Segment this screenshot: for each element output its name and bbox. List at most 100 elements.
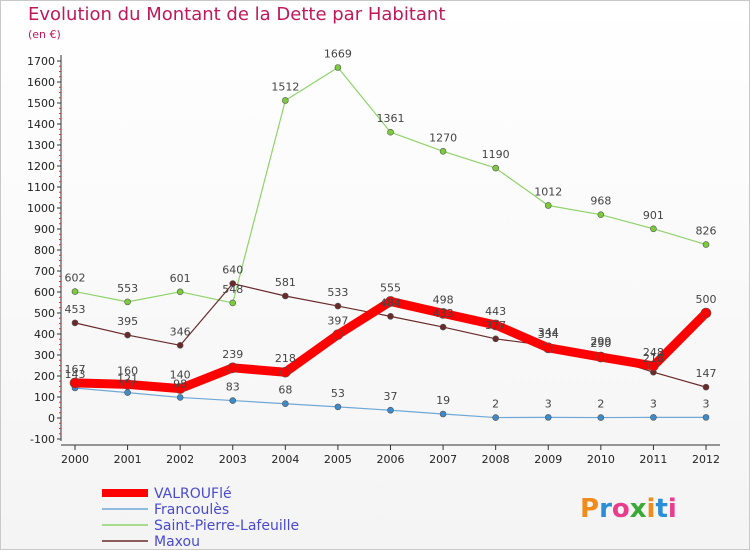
data-label: 2 bbox=[492, 398, 499, 411]
logo-letter: i bbox=[647, 494, 656, 524]
x-tick-label: 2005 bbox=[324, 453, 352, 466]
logo-letter: o bbox=[612, 494, 630, 524]
data-point bbox=[650, 414, 657, 421]
logo-letter: i bbox=[668, 494, 677, 524]
data-label: 37 bbox=[384, 390, 398, 403]
data-label: 968 bbox=[590, 195, 611, 208]
data-label: 346 bbox=[170, 325, 191, 338]
data-point bbox=[439, 148, 447, 155]
y-tick-label: 500 bbox=[34, 307, 55, 320]
data-point bbox=[176, 394, 184, 401]
data-label: 395 bbox=[117, 315, 138, 328]
y-tick-label: 300 bbox=[34, 349, 55, 362]
logo-letter: r bbox=[599, 494, 612, 524]
data-label: 290 bbox=[590, 337, 611, 350]
data-label: 2 bbox=[597, 398, 604, 411]
data-label: 218 bbox=[643, 352, 664, 365]
y-tick-label: -100 bbox=[30, 433, 55, 446]
data-point bbox=[700, 307, 712, 319]
data-label: 1012 bbox=[534, 185, 562, 198]
y-tick-label: 600 bbox=[34, 286, 55, 299]
data-point bbox=[597, 211, 605, 219]
data-point bbox=[544, 414, 552, 421]
data-point bbox=[229, 299, 237, 307]
data-point bbox=[492, 335, 499, 343]
data-point bbox=[492, 164, 499, 172]
data-labels: 602 553 601 548 1512 1669 1361 1270 1190 1012 968 9… bbox=[65, 48, 717, 411]
chart-axes: -100 0 100 200 300 400 500 600 700 800 900 1000 1100… bbox=[27, 55, 720, 466]
data-point bbox=[176, 342, 184, 349]
data-label: 826 bbox=[696, 225, 717, 238]
data-point bbox=[492, 414, 499, 421]
x-tick-label: 2004 bbox=[271, 453, 299, 466]
legend-label: VALROUFlé bbox=[154, 486, 232, 502]
data-point bbox=[334, 302, 342, 310]
data-label: 140 bbox=[170, 369, 191, 382]
data-point bbox=[334, 64, 342, 71]
data-point bbox=[387, 406, 394, 414]
y-tick-label: 800 bbox=[34, 244, 55, 257]
logo-letter: t bbox=[655, 494, 667, 524]
data-point bbox=[282, 292, 289, 300]
y-tick-label: 1700 bbox=[27, 55, 55, 68]
data-point bbox=[282, 400, 289, 408]
data-label: 397 bbox=[327, 315, 348, 328]
chart-legend: VALROUFléFrancoulèsSaint-Pierre-Lafeuill… bbox=[102, 486, 299, 550]
data-point bbox=[542, 342, 554, 354]
chart-title: Evolution du Montant de la Dette par Hab… bbox=[28, 4, 446, 25]
data-label: 53 bbox=[331, 387, 345, 400]
x-tick-label: 2011 bbox=[639, 453, 667, 466]
data-point bbox=[544, 202, 552, 209]
y-tick-label: 700 bbox=[34, 265, 55, 278]
data-label: 500 bbox=[696, 293, 717, 306]
proxiti-logo: Proxiti bbox=[580, 494, 677, 524]
data-label: 218 bbox=[275, 352, 296, 365]
chart-subtitle: (en €) bbox=[28, 28, 61, 41]
y-tick-label: 900 bbox=[34, 223, 55, 236]
data-point bbox=[71, 319, 79, 327]
data-label: 1270 bbox=[429, 131, 457, 144]
x-tick-label: 2002 bbox=[166, 453, 194, 466]
data-point bbox=[439, 323, 447, 331]
data-point bbox=[71, 288, 79, 295]
data-label: 3 bbox=[703, 397, 710, 410]
data-label: 602 bbox=[65, 272, 86, 285]
data-label: 484 bbox=[380, 296, 401, 309]
data-point bbox=[229, 397, 237, 404]
data-point bbox=[122, 379, 133, 390]
x-tick-label: 2008 bbox=[482, 453, 510, 466]
data-point bbox=[595, 351, 607, 363]
x-tick-label: 2003 bbox=[219, 453, 247, 466]
chart-series bbox=[69, 64, 712, 421]
data-point bbox=[437, 308, 449, 319]
y-tick-label: 0 bbox=[48, 412, 55, 425]
data-point bbox=[702, 414, 710, 421]
data-point bbox=[702, 241, 710, 248]
y-tick-label: 100 bbox=[34, 391, 55, 404]
y-tick-label: 1400 bbox=[27, 118, 55, 131]
y-tick-label: 1100 bbox=[27, 181, 55, 194]
data-point bbox=[176, 288, 184, 296]
data-label: 453 bbox=[65, 303, 86, 316]
data-label: 1512 bbox=[271, 80, 299, 93]
data-point bbox=[702, 383, 710, 391]
data-point bbox=[332, 329, 344, 340]
data-label: 443 bbox=[485, 305, 506, 318]
data-label: 1190 bbox=[482, 148, 510, 161]
y-tick-label: 400 bbox=[34, 328, 55, 341]
logo-letter: P bbox=[580, 494, 599, 524]
legend-label: Maxou bbox=[154, 534, 200, 550]
data-point bbox=[650, 225, 657, 233]
data-point bbox=[334, 403, 342, 411]
data-label: 121 bbox=[117, 373, 138, 386]
data-point bbox=[648, 360, 659, 372]
x-tick-label: 2010 bbox=[587, 453, 615, 466]
x-tick-label: 2007 bbox=[429, 453, 457, 466]
y-tick-label: 1500 bbox=[27, 97, 55, 110]
y-tick-label: 1600 bbox=[27, 76, 55, 89]
y-tick-label: 1200 bbox=[27, 160, 55, 173]
data-label: 601 bbox=[170, 272, 191, 285]
data-label: 377 bbox=[485, 319, 506, 332]
x-tick-label: 2012 bbox=[692, 453, 720, 466]
